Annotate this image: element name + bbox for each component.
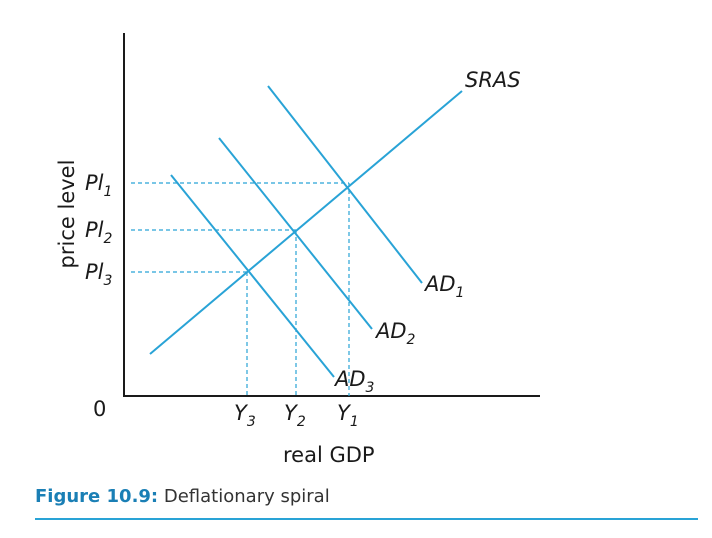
pl1-label: Pl1 xyxy=(85,171,112,200)
origin-label: 0 xyxy=(93,397,106,421)
sras-label: SRAS xyxy=(465,68,521,92)
ad3-label: AD3 xyxy=(333,367,374,396)
y-axis-title: price level xyxy=(55,160,79,269)
y1-label: Y1 xyxy=(337,401,359,430)
ad2-curve xyxy=(218,137,373,330)
pl2-label: Pl2 xyxy=(85,218,113,247)
figure-title: Deflationary spiral xyxy=(163,486,330,507)
ad1-curve xyxy=(267,85,423,284)
ad2-label: AD2 xyxy=(374,319,416,348)
deflationary-spiral-diagram: SRAS AD1 AD2 AD3 Pl1 Pl2 Pl3 Y3 Y2 Y1 0 … xyxy=(55,33,540,467)
figure-number: Figure 10.9: xyxy=(35,486,159,507)
ad1-label: AD1 xyxy=(423,272,464,301)
ad3-curve xyxy=(170,174,335,378)
y3-label: Y3 xyxy=(234,401,256,430)
caption-rule xyxy=(35,518,698,520)
figure-caption: Figure 10.9: Deflationary spiral xyxy=(35,486,330,507)
sras-curve xyxy=(149,90,463,355)
pl3-label: Pl3 xyxy=(85,260,112,289)
y2-label: Y2 xyxy=(284,401,306,430)
x-axis-title: real GDP xyxy=(283,443,375,467)
